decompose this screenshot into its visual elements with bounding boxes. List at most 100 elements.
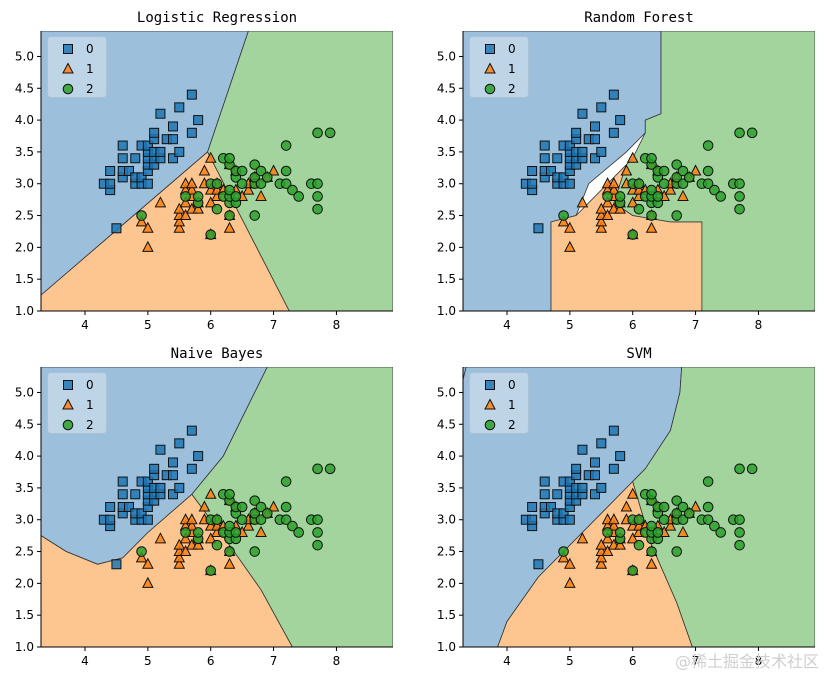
panel-1: 4 5 6 7 8 1.0 1.5 2.0 2.5 3.0 3.5 4.0 4.5 5.0 Logistic… xyxy=(15,10,393,332)
point-class-2 xyxy=(614,527,626,538)
y-tick-label: 3.5 xyxy=(437,145,456,159)
point-class-1 xyxy=(557,215,570,227)
point-class-0 xyxy=(111,223,122,234)
point-class-1 xyxy=(626,151,639,163)
point-class-2 xyxy=(249,159,261,170)
point-class-2 xyxy=(652,191,664,202)
point-class-2 xyxy=(287,520,298,532)
x-tick-label: 5 xyxy=(144,654,152,668)
point-class-0 xyxy=(527,178,538,189)
point-class-0 xyxy=(186,89,197,100)
x-tick-label: 6 xyxy=(629,318,637,332)
point-class-1 xyxy=(564,221,576,233)
point-class-2 xyxy=(224,520,235,532)
point-class-2 xyxy=(136,546,147,557)
legend-label: 1 xyxy=(508,62,516,76)
point-class-2 xyxy=(249,210,261,221)
legend-label: 0 xyxy=(86,42,94,56)
point-class-1 xyxy=(135,215,148,227)
point-class-0 xyxy=(577,108,588,119)
point-class-0 xyxy=(596,102,607,113)
y-tick-label: 1.0 xyxy=(437,304,456,318)
point-class-0 xyxy=(117,476,128,487)
point-class-0 xyxy=(130,153,141,164)
point-class-2 xyxy=(658,178,670,190)
point-class-2 xyxy=(646,520,657,532)
point-class-0 xyxy=(105,502,116,512)
point-class-2 xyxy=(236,165,248,177)
point-class-2 xyxy=(646,152,657,164)
point-class-1 xyxy=(557,551,570,563)
point-class-2 xyxy=(180,191,191,202)
point-class-0 xyxy=(546,502,556,512)
point-class-1 xyxy=(255,189,267,201)
y-tick-label: 4.0 xyxy=(15,449,34,463)
point-class-2 xyxy=(627,229,639,240)
point-class-0 xyxy=(168,489,178,500)
point-class-0 xyxy=(105,166,116,176)
point-class-2 xyxy=(734,539,745,551)
point-class-1 xyxy=(142,221,154,233)
x-tick-label: 4 xyxy=(81,318,89,332)
chart-title: Naive Bayes xyxy=(171,346,264,362)
point-class-0 xyxy=(155,146,166,157)
point-class-0 xyxy=(546,166,556,176)
legend-marker-1 xyxy=(62,398,74,410)
point-class-1 xyxy=(564,576,576,588)
point-class-2 xyxy=(180,527,191,538)
point-class-2 xyxy=(224,184,235,196)
point-class-1 xyxy=(186,183,198,195)
point-class-0 xyxy=(124,502,134,512)
point-class-2 xyxy=(633,178,645,190)
point-class-2 xyxy=(312,191,323,202)
point-class-2 xyxy=(280,501,292,513)
point-class-1 xyxy=(608,183,620,195)
legend: 0 1 2 xyxy=(469,372,529,434)
point-class-0 xyxy=(105,514,116,525)
y-tick-label: 2.5 xyxy=(15,209,34,223)
point-class-1 xyxy=(179,544,192,557)
point-class-2 xyxy=(324,463,336,475)
point-class-0 xyxy=(186,463,197,474)
point-class-2 xyxy=(192,527,204,538)
x-tick-label: 5 xyxy=(566,654,574,668)
point-class-2 xyxy=(205,229,217,240)
x-tick-label: 4 xyxy=(81,654,89,668)
region-class-2 xyxy=(207,31,393,311)
point-class-2 xyxy=(192,191,204,202)
chart-title: Logistic Regression xyxy=(137,10,297,26)
point-class-0 xyxy=(117,140,128,151)
point-class-1 xyxy=(179,532,192,544)
point-class-2 xyxy=(702,476,714,487)
point-class-2 xyxy=(211,203,223,215)
legend-label: 2 xyxy=(86,418,94,432)
point-class-1 xyxy=(664,519,677,531)
point-class-1 xyxy=(595,215,608,227)
point-class-2 xyxy=(709,520,720,532)
point-class-1 xyxy=(204,487,217,499)
legend: 0 1 2 xyxy=(47,372,107,434)
point-class-2 xyxy=(702,501,714,513)
legend-marker-0 xyxy=(485,44,495,54)
point-class-2 xyxy=(224,488,235,500)
point-class-2 xyxy=(633,203,645,215)
point-class-0 xyxy=(136,172,147,183)
point-class-1 xyxy=(173,538,186,550)
point-class-2 xyxy=(734,178,745,190)
point-class-0 xyxy=(142,476,153,487)
point-class-0 xyxy=(608,127,619,138)
point-class-2 xyxy=(734,127,745,139)
point-class-2 xyxy=(211,539,223,551)
point-class-1 xyxy=(614,538,626,550)
point-class-1 xyxy=(267,164,280,176)
point-class-2 xyxy=(255,501,267,513)
y-tick-label: 2.0 xyxy=(437,240,456,254)
point-class-0 xyxy=(558,172,569,183)
point-class-2 xyxy=(205,565,217,576)
point-class-2 xyxy=(746,127,758,139)
point-class-1 xyxy=(601,544,614,557)
point-class-2 xyxy=(312,178,323,190)
point-class-1 xyxy=(154,532,167,544)
point-class-2 xyxy=(746,463,758,475)
